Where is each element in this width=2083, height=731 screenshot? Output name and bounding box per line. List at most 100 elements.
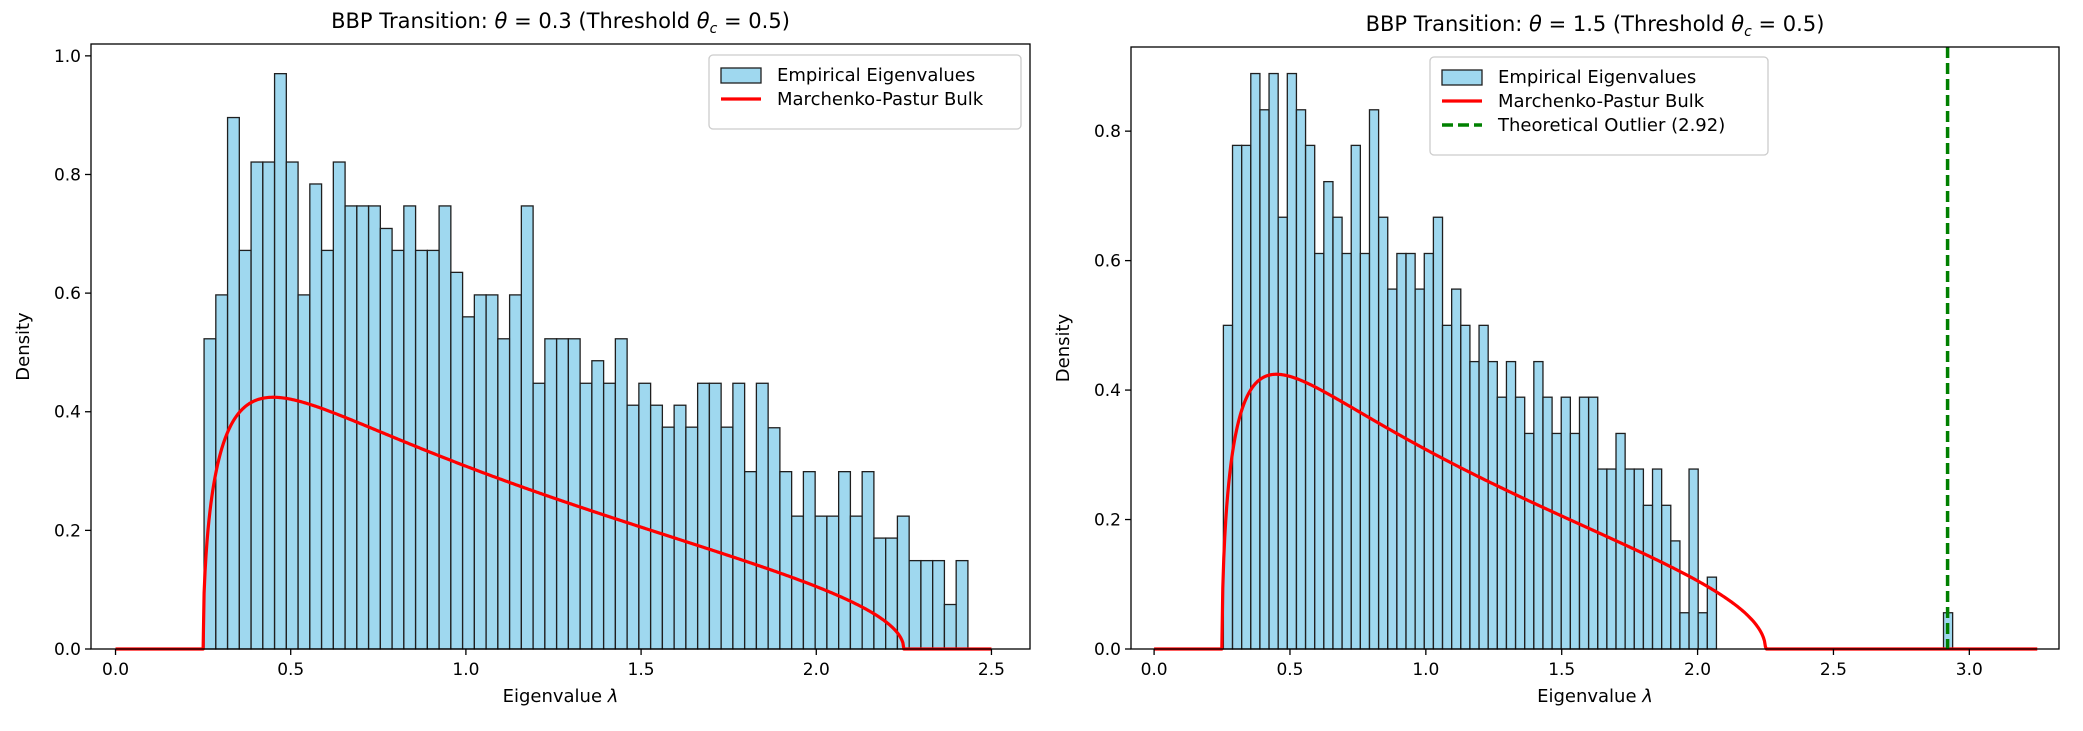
histogram-bar bbox=[273, 73, 287, 650]
histogram-bar bbox=[649, 404, 664, 650]
x-tick-label: 0.5 bbox=[277, 660, 304, 680]
histogram-bar bbox=[1496, 396, 1508, 650]
histogram-bar bbox=[1569, 432, 1581, 650]
chart-title-part: = 0.5) bbox=[717, 9, 790, 33]
y-axis-ticks: 0.0 0.2 0.4 0.6 0.8 bbox=[1094, 122, 1131, 660]
histogram-bar bbox=[426, 249, 440, 650]
histogram-bar bbox=[779, 471, 793, 650]
chart-title-part: c bbox=[1744, 24, 1752, 40]
histogram-bar bbox=[732, 382, 746, 650]
histogram-bar bbox=[873, 537, 887, 650]
x-axis-label: Eigenvalue λ bbox=[1537, 686, 1653, 707]
histogram-bars bbox=[1222, 72, 1954, 650]
y-tick-label: 0.0 bbox=[1094, 640, 1121, 660]
histogram-bar bbox=[1551, 432, 1562, 650]
mp-curve-line bbox=[114, 395, 993, 651]
x-tick-label: 1.0 bbox=[1412, 660, 1439, 680]
histogram-bar bbox=[1460, 324, 1471, 650]
x-tick-label: 2.0 bbox=[803, 660, 830, 680]
legend-label: Marchenko-Pastur Bulk bbox=[1498, 91, 1705, 112]
histogram-bar bbox=[767, 427, 781, 650]
y-tick-label: 0.2 bbox=[54, 521, 81, 541]
histogram-bar bbox=[837, 471, 852, 650]
y-tick-label: 0.4 bbox=[1094, 381, 1121, 401]
histogram-bar bbox=[485, 294, 499, 650]
histogram-bar bbox=[532, 382, 546, 650]
histogram-bar bbox=[673, 404, 687, 650]
histogram-bar bbox=[943, 603, 957, 650]
histogram-bar bbox=[297, 294, 311, 650]
y-axis-label: Density bbox=[1053, 313, 1074, 382]
plot-frame bbox=[90, 43, 1031, 650]
y-tick-label: 0.4 bbox=[54, 403, 81, 423]
histogram-bar bbox=[955, 559, 969, 650]
x-tick-label: 0.0 bbox=[102, 660, 129, 680]
histogram-bar bbox=[320, 249, 334, 650]
histogram-bar bbox=[932, 559, 946, 650]
histogram-bar bbox=[1441, 324, 1453, 650]
histogram-bar bbox=[1314, 252, 1325, 650]
legend-label: Empirical Eigenvalues bbox=[777, 65, 975, 86]
y-axis-ticks: 0.0 0.2 0.4 0.6 0.8 1.0 bbox=[54, 47, 91, 660]
chart-title-part: = 1.5 (Threshold bbox=[1542, 12, 1731, 36]
histogram-bar bbox=[920, 559, 934, 650]
chart-title: BBP Transition: θ = 0.3 (Threshold θc = … bbox=[331, 9, 790, 37]
histogram-bar bbox=[1387, 288, 1398, 650]
legend-box bbox=[1429, 56, 1769, 156]
histogram-bar bbox=[1359, 252, 1371, 650]
histogram-bar bbox=[1277, 216, 1288, 650]
histogram-bar bbox=[1606, 468, 1617, 650]
y-tick-label: 1.0 bbox=[54, 47, 81, 67]
histogram-bar bbox=[1688, 468, 1699, 650]
histogram-bar bbox=[1661, 504, 1672, 650]
histogram-bar bbox=[896, 515, 910, 650]
histogram-bar bbox=[908, 559, 922, 650]
chart-title-part: = 0.5) bbox=[1752, 12, 1825, 36]
legend-swatch-bars bbox=[720, 67, 762, 84]
histogram-bar bbox=[238, 249, 252, 650]
histogram-bar bbox=[1286, 72, 1298, 650]
chart-title-part: θ bbox=[697, 9, 710, 33]
chart-panel-2: 0.0 0.5 1.0 1.5 2.0 2.5 3.0 0.0 0.2 0.4 0.6 0.8 Eige… bbox=[1053, 12, 2060, 707]
x-axis-label-symbol: λ bbox=[1641, 686, 1653, 707]
histogram-bar bbox=[1597, 468, 1608, 650]
histogram-bar bbox=[226, 116, 240, 650]
chart-title-part: θ bbox=[1529, 12, 1542, 36]
histogram-bar bbox=[1368, 109, 1380, 650]
y-tick-label: 0.0 bbox=[54, 640, 81, 660]
histogram-bar bbox=[1697, 612, 1708, 650]
histogram-bar bbox=[203, 338, 217, 650]
histogram-bar bbox=[802, 471, 816, 650]
histogram-bar bbox=[1341, 252, 1352, 650]
histogram-bar bbox=[638, 382, 652, 650]
histogram-bar bbox=[861, 471, 875, 650]
histogram-bar bbox=[1469, 360, 1480, 650]
histogram-bar bbox=[309, 183, 323, 650]
y-tick-label: 0.8 bbox=[54, 165, 81, 185]
histogram-bar bbox=[849, 515, 863, 650]
histogram-bar bbox=[332, 161, 346, 650]
y-tick-label: 0.2 bbox=[1094, 511, 1121, 531]
histogram-bar bbox=[1670, 540, 1681, 650]
x-axis-label-text: Eigenvalue bbox=[1537, 686, 1642, 707]
x-axis-ticks: 0.0 0.5 1.0 1.5 2.0 2.5 bbox=[102, 649, 1005, 680]
x-axis-label-symbol: λ bbox=[607, 686, 619, 707]
histogram-bar bbox=[262, 161, 276, 650]
histogram-bar bbox=[520, 205, 534, 650]
chart-title-part: BBP Transition: bbox=[1366, 12, 1529, 36]
legend: Empirical Eigenvalues Marchenko-Pastur Bu… bbox=[708, 54, 1022, 130]
histogram-bar bbox=[250, 161, 264, 650]
histogram-bar bbox=[1323, 180, 1334, 650]
histogram-bar bbox=[1432, 216, 1444, 650]
histogram-bar bbox=[438, 205, 452, 650]
histogram-bar bbox=[579, 382, 593, 650]
histogram-bar bbox=[567, 338, 581, 650]
histogram-bar bbox=[720, 426, 734, 650]
y-tick-label: 0.8 bbox=[1094, 122, 1121, 142]
histogram-bar bbox=[461, 316, 476, 650]
histogram-bar bbox=[1250, 72, 1261, 650]
histogram-bar bbox=[508, 294, 523, 650]
x-tick-label: 2.5 bbox=[1820, 660, 1847, 680]
x-axis-label: Eigenvalue λ bbox=[503, 686, 619, 707]
